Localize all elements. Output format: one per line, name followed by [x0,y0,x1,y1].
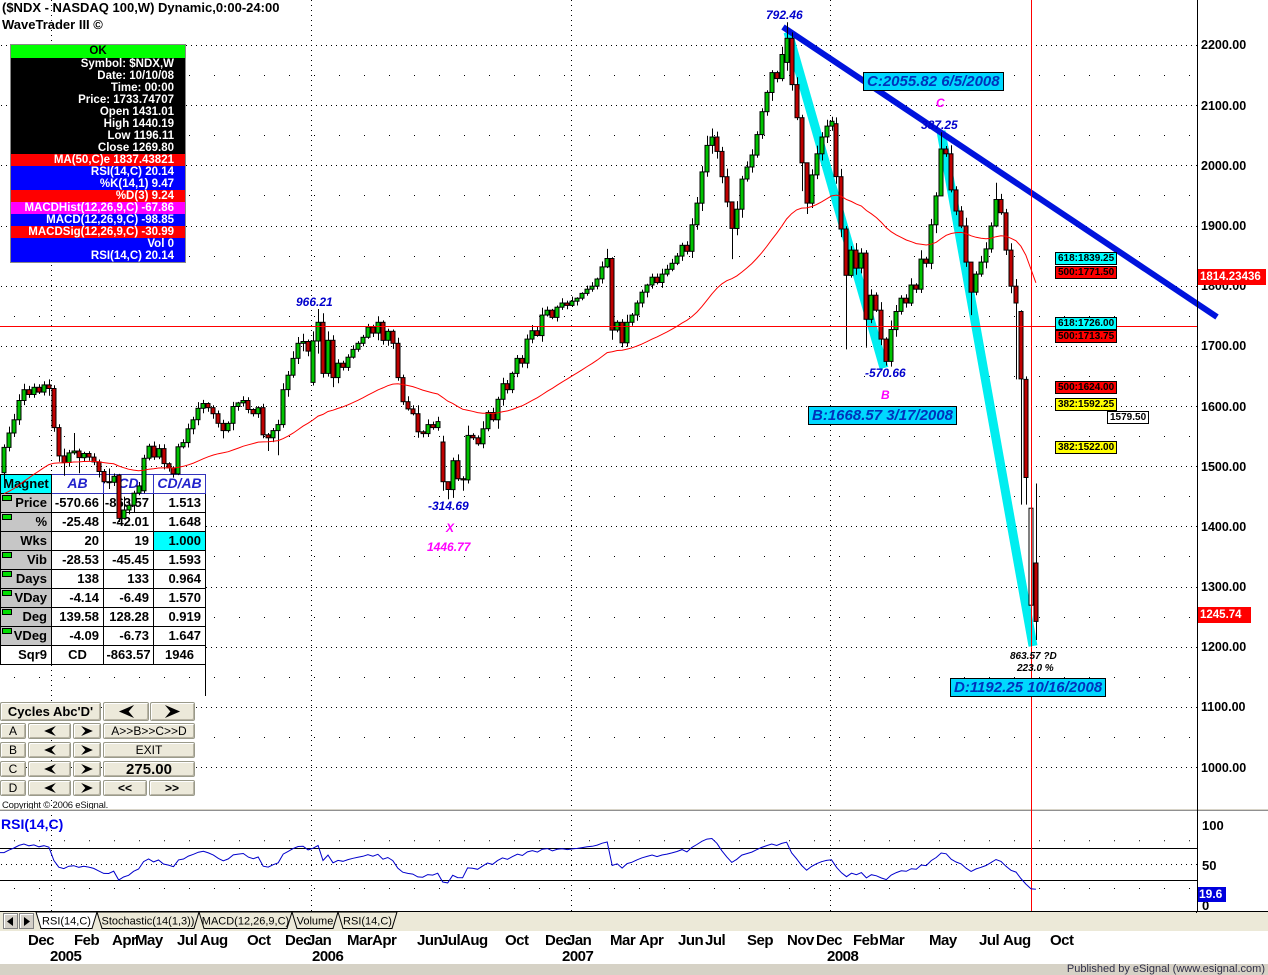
svg-text:Stochastic(14(1,3)): Stochastic(14(1,3)) [102,916,195,928]
svg-text:Volume: Volume [297,916,334,928]
svg-text:RSI(14,C): RSI(14,C) [42,916,91,928]
svg-text:RSI(14,C): RSI(14,C) [343,916,392,928]
svg-text:MACD(12,26,9,C): MACD(12,26,9,C) [202,916,289,928]
